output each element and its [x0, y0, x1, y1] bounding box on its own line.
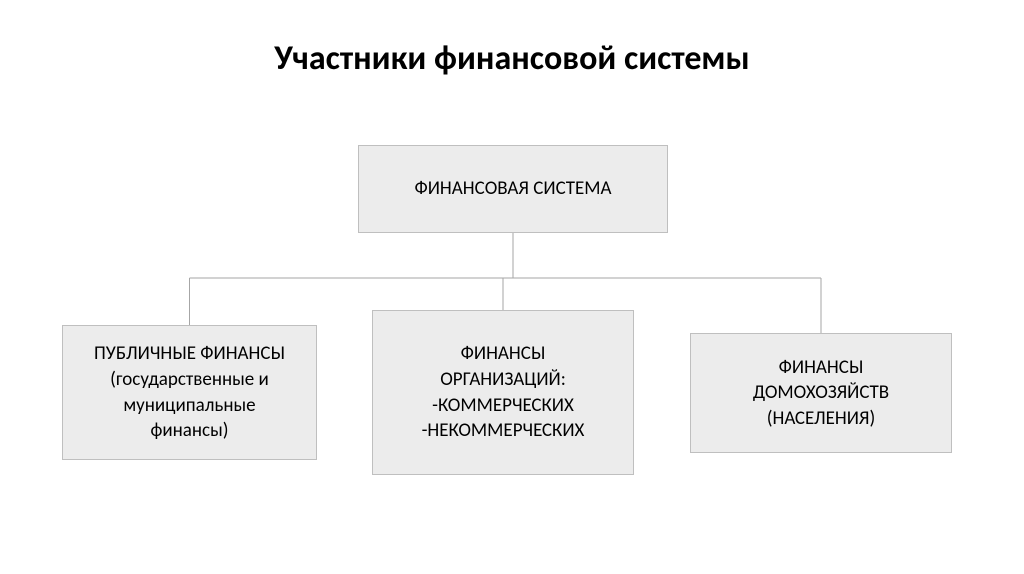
- node-org-finance: ФИНАНСЫОРГАНИЗАЦИЙ:-КОММЕРЧЕСКИХ-НЕКОММЕ…: [372, 310, 634, 475]
- node-line: ФИНАНСЫ: [461, 341, 546, 367]
- node-line: -НЕКОММЕРЧЕСКИХ: [422, 418, 585, 444]
- node-line: муниципальные: [123, 393, 255, 419]
- node-line: ОРГАНИЗАЦИЙ:: [440, 367, 566, 393]
- node-line: (государственные и: [110, 367, 269, 393]
- node-line: (НАСЕЛЕНИЯ): [767, 406, 875, 432]
- diagram-title: Участники финансовой системы: [0, 38, 1024, 79]
- node-public-finance: ПУБЛИЧНЫЕ ФИНАНСЫ(государственные имуниц…: [62, 325, 317, 460]
- node-household-finance: ФИНАНСЫДОМОХОЗЯЙСТВ(НАСЕЛЕНИЯ): [690, 333, 952, 453]
- node-line: ФИНАНСЫ: [779, 355, 864, 381]
- node-line: ФИНАНСОВАЯ СИСТЕМА: [414, 176, 611, 202]
- node-line: -КОММЕРЧЕСКИХ: [432, 393, 574, 419]
- node-line: ДОМОХОЗЯЙСТВ: [753, 380, 889, 406]
- node-line: ПУБЛИЧНЫЕ ФИНАНСЫ: [94, 341, 285, 367]
- connector-lines: [0, 0, 1024, 574]
- node-root: ФИНАНСОВАЯ СИСТЕМА: [358, 145, 668, 233]
- node-line: финансы): [151, 418, 229, 444]
